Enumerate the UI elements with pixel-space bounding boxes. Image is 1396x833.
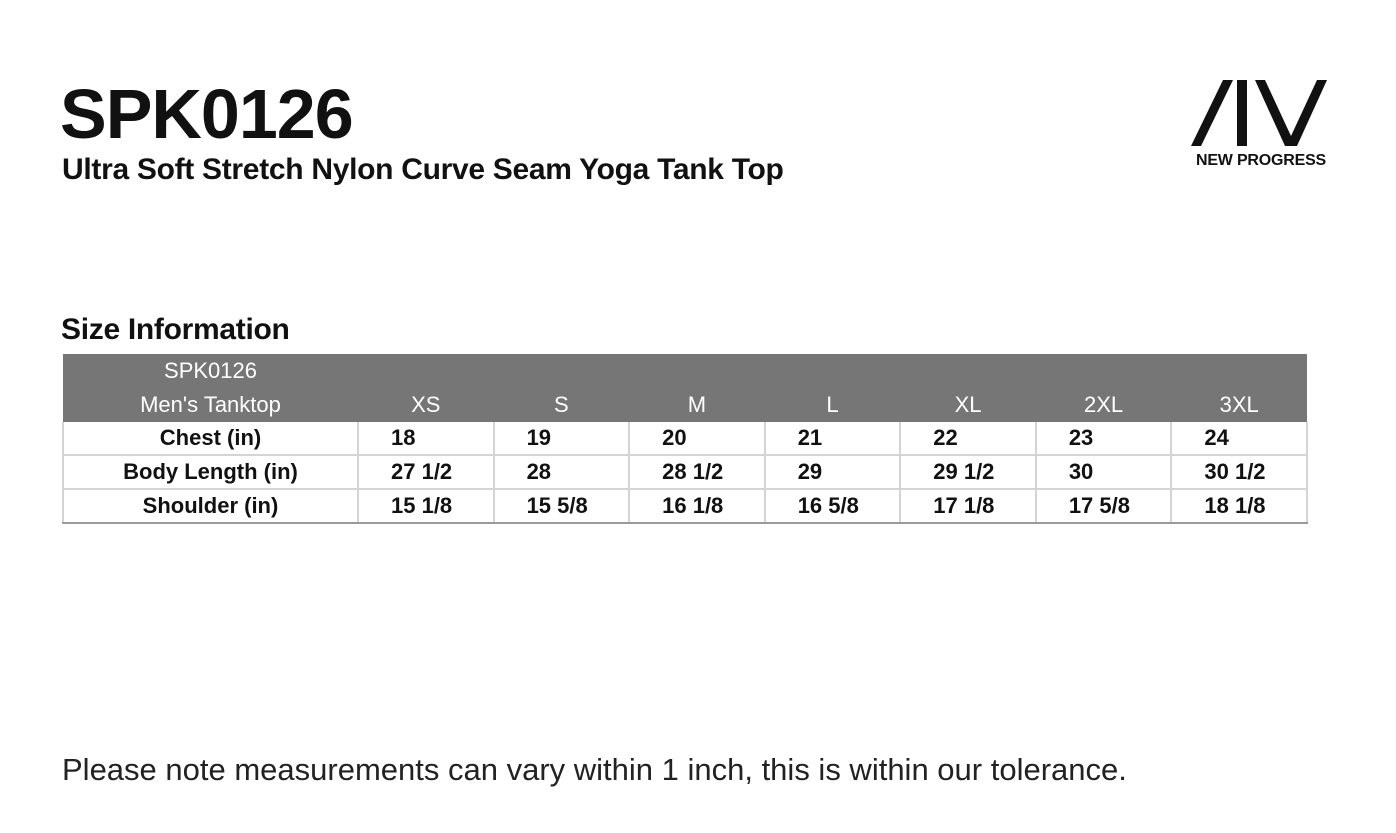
size-header-2xl: 2XL	[1084, 392, 1124, 417]
header-label-line2: Men's Tanktop	[140, 392, 281, 417]
size-table: SPK0126 Men's Tanktop XS S M L XL 2XL 3X…	[62, 354, 1308, 524]
table-cell: 20	[628, 422, 766, 456]
table-cell: 22	[899, 422, 1037, 456]
table-cell: 29 1/2	[899, 455, 1037, 490]
product-title: Ultra Soft Stretch Nylon Curve Seam Yoga…	[62, 153, 784, 186]
table-cell: 15 5/8	[492, 489, 631, 524]
size-header-m: M	[687, 392, 707, 417]
table-cell: 16 1/8	[628, 489, 766, 524]
size-header-3xl: 3XL	[1219, 392, 1259, 417]
table-cell: 15 1/8	[357, 489, 495, 524]
table-cell: 21	[763, 422, 902, 456]
table-cell: 19	[492, 422, 631, 456]
table-cell: 27 1/2	[357, 455, 495, 490]
size-header-xs: XS	[411, 392, 441, 417]
size-header-xl: XL	[954, 392, 982, 417]
brand-logo: NEW PROGRESS	[1178, 80, 1344, 170]
section-title: Size Information	[61, 313, 290, 346]
table-cell: 30 1/2	[1170, 455, 1308, 490]
table-row-body-length: Body Length (in) 27 1/2 28 28 1/2 29 29 …	[62, 455, 1308, 490]
table-cell: 17 5/8	[1034, 489, 1173, 524]
product-code: SPK0126	[60, 75, 354, 153]
size-table-header-row: SPK0126 Men's Tanktop XS S M L XL 2XL 3X…	[63, 354, 1307, 422]
table-cell: 18 1/8	[1170, 489, 1308, 524]
table-cell: 28	[492, 455, 631, 490]
row-label: Chest (in)	[62, 422, 359, 456]
table-header-label: SPK0126 Men's Tanktop	[63, 354, 358, 422]
aiv-logo-mark-icon	[1191, 80, 1327, 146]
size-header-l: L	[826, 392, 839, 417]
table-cell: 17 1/8	[899, 489, 1037, 524]
table-cell: 16 5/8	[763, 489, 902, 524]
row-label: Body Length (in)	[62, 455, 359, 490]
table-cell: 30	[1034, 455, 1173, 490]
table-cell: 29	[763, 455, 902, 490]
table-cell: 28 1/2	[628, 455, 766, 490]
table-row-chest: Chest (in) 18 19 20 21 22 23 24	[62, 422, 1308, 456]
brand-name: NEW PROGRESS	[1195, 152, 1327, 169]
size-header-s: S	[554, 392, 569, 417]
table-row-shoulder: Shoulder (in) 15 1/8 15 5/8 16 1/8 16 5/…	[62, 489, 1308, 524]
table-cell: 23	[1034, 422, 1173, 456]
row-label: Shoulder (in)	[62, 489, 359, 524]
table-cell: 24	[1170, 422, 1308, 456]
tolerance-note: Please note measurements can vary within…	[62, 752, 1127, 787]
header-label-line1: SPK0126	[164, 358, 257, 383]
table-cell: 18	[357, 422, 495, 456]
